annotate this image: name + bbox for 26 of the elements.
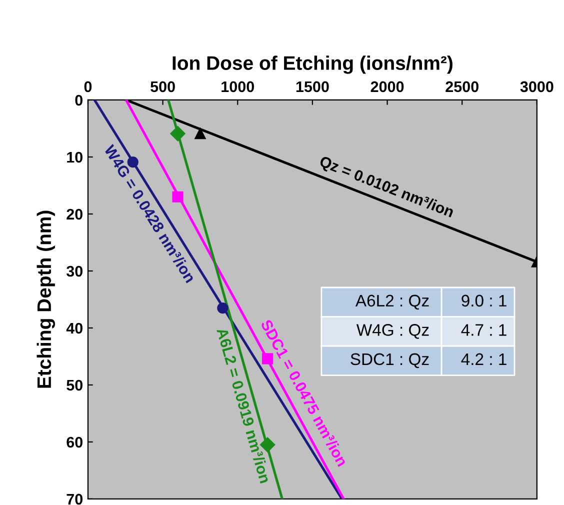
y-tick-label: 60 — [66, 436, 82, 448]
annotation: W4G : Qz — [356, 324, 429, 339]
y-tick-label: 0 — [75, 94, 82, 106]
annotation: SDC1 : Qz — [350, 353, 429, 368]
x-tick-label: 1500 — [296, 81, 329, 92]
point — [170, 126, 186, 142]
annotation: 4.2 : 1 — [461, 353, 506, 365]
x-tick-label: 0 — [84, 81, 92, 92]
y-tick-label: 30 — [66, 266, 82, 277]
point — [172, 191, 184, 202]
point — [217, 302, 228, 314]
y-tick-label: 40 — [66, 322, 82, 334]
x-tick-label: 1000 — [222, 81, 254, 92]
y-tick-label: 70 — [66, 494, 82, 505]
x-axis-title: Ion Dose of Etching (ions/nm²) — [172, 56, 452, 74]
annotation: 9.0 : 1 — [462, 294, 506, 307]
x-tick-label: 2000 — [370, 81, 404, 92]
x-tick-label: 500 — [150, 81, 175, 92]
annotation: A6L2 : Qz — [355, 294, 429, 310]
y-tick-label: 50 — [66, 380, 82, 391]
y-tick-label: 20 — [66, 208, 82, 220]
y-tick-label: 10 — [67, 152, 82, 163]
y-axis-title: Etching Depth (nm) — [36, 210, 56, 388]
x-tick-label: 3000 — [520, 81, 554, 92]
annotation: 4.7 : 1 — [461, 324, 506, 336]
x-tick-label: 2500 — [446, 81, 478, 92]
